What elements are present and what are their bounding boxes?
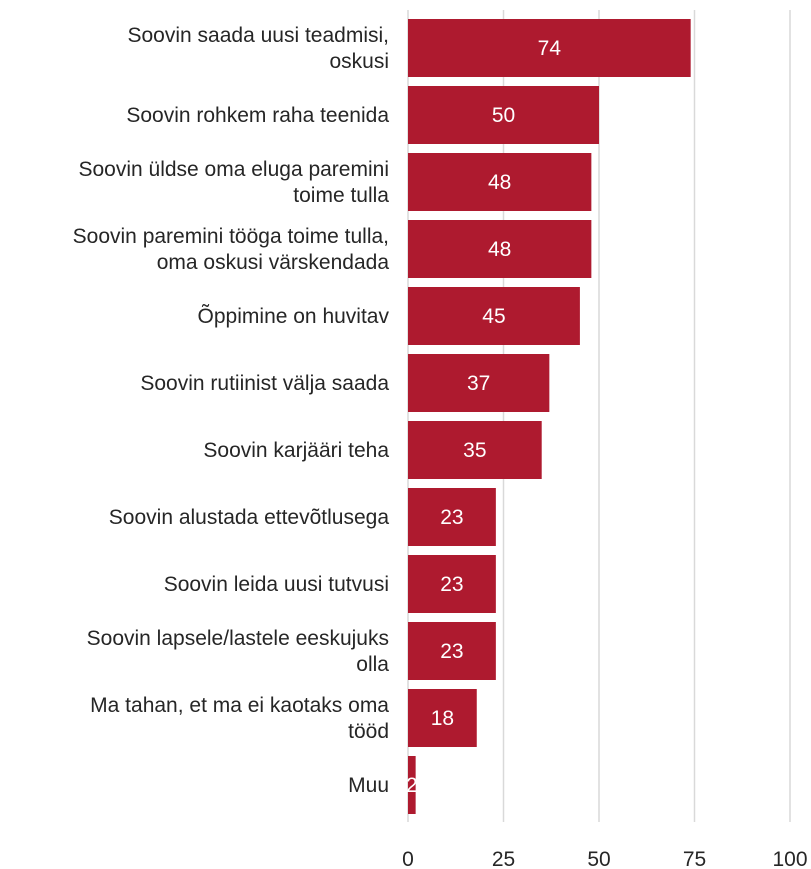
category-label-line: Soovin rohkem raha teenida (126, 104, 389, 127)
bar (408, 354, 550, 412)
category-label: Õppimine on huvitav (198, 304, 390, 328)
x-tick-label: 75 (683, 848, 706, 869)
category-label: Soovin karjääri teha (203, 439, 389, 462)
data-label: 50 (492, 104, 515, 127)
category-label: Muu (348, 774, 389, 797)
data-label: 18 (431, 707, 454, 730)
bars: 74 50 48 48 45 37 35 23 23 23 18 2 (406, 19, 691, 814)
category-label: Soovin üldse oma eluga paremini toime tul… (78, 158, 389, 207)
bar (408, 421, 542, 479)
x-tick-label: 0 (402, 848, 414, 869)
data-label: 37 (467, 372, 490, 395)
bar (408, 622, 496, 680)
category-label-line: Õppimine on huvitav (198, 304, 390, 328)
data-label: 2 (406, 774, 418, 797)
category-label-line: Soovin rutiinist välja saada (140, 372, 389, 395)
category-label-line: olla (356, 653, 389, 676)
category-label-line: Soovin paremini tööga toime tulla, (73, 225, 389, 248)
data-label: 35 (463, 439, 486, 462)
data-label: 48 (488, 238, 511, 261)
bar (408, 756, 416, 814)
data-label: 45 (482, 305, 505, 328)
category-label-line: oskusi (329, 50, 389, 73)
category-label-line: oma oskusi värskendada (157, 251, 390, 274)
data-label: 23 (440, 573, 463, 596)
category-label-line: Soovin leida uusi tutvusi (164, 573, 389, 596)
category-label-line: Soovin alustada ettevõtlusega (109, 506, 390, 529)
bar (408, 287, 580, 345)
bar (408, 689, 477, 747)
category-label-line: tööd (348, 720, 389, 743)
category-label: Soovin alustada ettevõtlusega (109, 506, 390, 529)
category-label: Soovin rohkem raha teenida (126, 104, 389, 127)
category-label: Soovin leida uusi tutvusi (164, 573, 389, 596)
category-label-line: Soovin lapsele/lastele eeskujuks (87, 627, 389, 650)
category-label-line: Soovin saada uusi teadmisi, (128, 24, 390, 47)
bar (408, 19, 691, 77)
x-tick-label: 100 (772, 848, 807, 869)
bar (408, 488, 496, 546)
data-label: 23 (440, 640, 463, 663)
category-label: Soovin saada uusi teadmisi, oskusi (128, 24, 390, 73)
category-label-line: Ma tahan, et ma ei kaotaks oma (90, 694, 389, 717)
data-label: 74 (538, 37, 562, 60)
category-label: Soovin paremini tööga toime tulla, oma os… (73, 225, 390, 274)
x-tick-label: 50 (587, 848, 610, 869)
gridlines (407, 10, 791, 822)
category-labels: Soovin saada uusi teadmisi, oskusiSoovin … (73, 24, 390, 797)
category-label-line: Muu (348, 774, 389, 797)
bar (408, 555, 496, 613)
category-label-line: Soovin karjääri teha (203, 439, 389, 462)
category-label: Soovin lapsele/lastele eeskujuks olla (87, 627, 390, 676)
x-axis-ticks: 0 25 50 75 100 (402, 848, 807, 869)
category-label-line: Soovin üldse oma eluga paremini (78, 158, 389, 181)
data-label: 48 (488, 171, 511, 194)
data-label: 23 (440, 506, 463, 529)
category-label: Soovin rutiinist välja saada (140, 372, 389, 395)
bar (408, 220, 592, 278)
category-label: Ma tahan, et ma ei kaotaks oma tööd (90, 694, 389, 743)
category-label-line: toime tulla (293, 184, 389, 207)
bar (408, 86, 599, 144)
x-tick-label: 25 (492, 848, 515, 869)
bar (408, 153, 592, 211)
